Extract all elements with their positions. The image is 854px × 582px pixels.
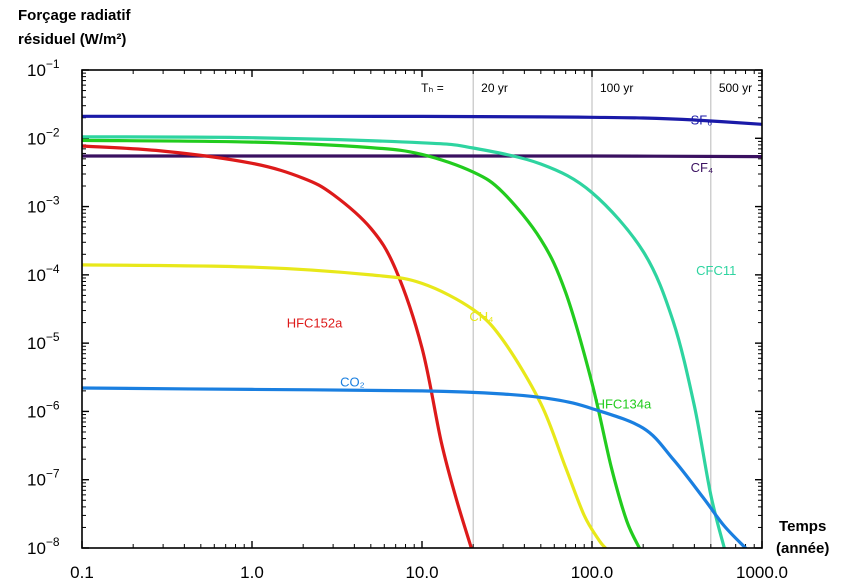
- y-tick-label: 10−1: [27, 57, 60, 80]
- series-line-cfc11: [82, 135, 726, 548]
- time-horizon-layer: 20 yr 100 yr 500 yr Tₕ =: [421, 70, 752, 548]
- time-horizon-label: 100 yr: [600, 81, 633, 95]
- series-label-hfc152a: HFC152a: [287, 315, 343, 330]
- y-axis-label-line2: résiduel (W/m²): [18, 31, 127, 48]
- series-line-hfc152a: [82, 144, 473, 548]
- x-tick-label: 1.0: [240, 563, 264, 582]
- y-axis-label-line1: Forçage radiatif: [18, 7, 131, 24]
- y-tick-label: 10−2: [27, 125, 60, 148]
- x-tick-label: 10.0: [405, 563, 438, 582]
- series-label-sf: SF₆: [691, 112, 713, 127]
- series-line-co: [82, 386, 748, 548]
- y-tick-label: 10−6: [27, 398, 60, 421]
- series-line-sf: [82, 114, 762, 126]
- series-line-cf: [82, 154, 762, 159]
- plot-frame: [81, 69, 763, 549]
- label-layer: SF₆ CF₄ HFC152a CFC11 HFC134a CH₄ CO₂: [287, 112, 737, 411]
- series-line-ch: [82, 263, 608, 548]
- y-tick-label: 10−3: [27, 194, 60, 217]
- series-layer: [82, 114, 762, 548]
- x-axis-label-line1: Temps: [779, 518, 827, 535]
- time-horizon-label: 500 yr: [719, 81, 752, 95]
- series-line-hfc134a: [82, 138, 641, 548]
- series-label-ch: CH₄: [469, 309, 493, 324]
- series-label-cf: CF₄: [691, 160, 714, 175]
- time-horizon-prefix: Tₕ =: [421, 81, 444, 95]
- y-tick-label: 10−7: [27, 467, 60, 490]
- x-tick-label: 1000.0: [736, 563, 788, 582]
- y-axis-label: Forçage radiatif résiduel (W/m²): [18, 4, 131, 52]
- x-axis-label: Temps (année): [776, 516, 829, 560]
- y-tick-label: 10−4: [27, 262, 60, 285]
- series-label-co: CO₂: [340, 375, 365, 390]
- x-tick-label: 100.0: [571, 563, 614, 582]
- series-label-hfc134a: HFC134a: [596, 397, 652, 412]
- x-axis-label-line2: (année): [776, 540, 830, 557]
- y-tick-label: 10−8: [27, 535, 60, 558]
- series-label-cfc11: CFC11: [696, 263, 736, 278]
- x-tick-label: 0.1: [70, 563, 94, 582]
- y-tick-label: 10−5: [27, 330, 60, 353]
- time-horizon-label: 20 yr: [481, 81, 508, 95]
